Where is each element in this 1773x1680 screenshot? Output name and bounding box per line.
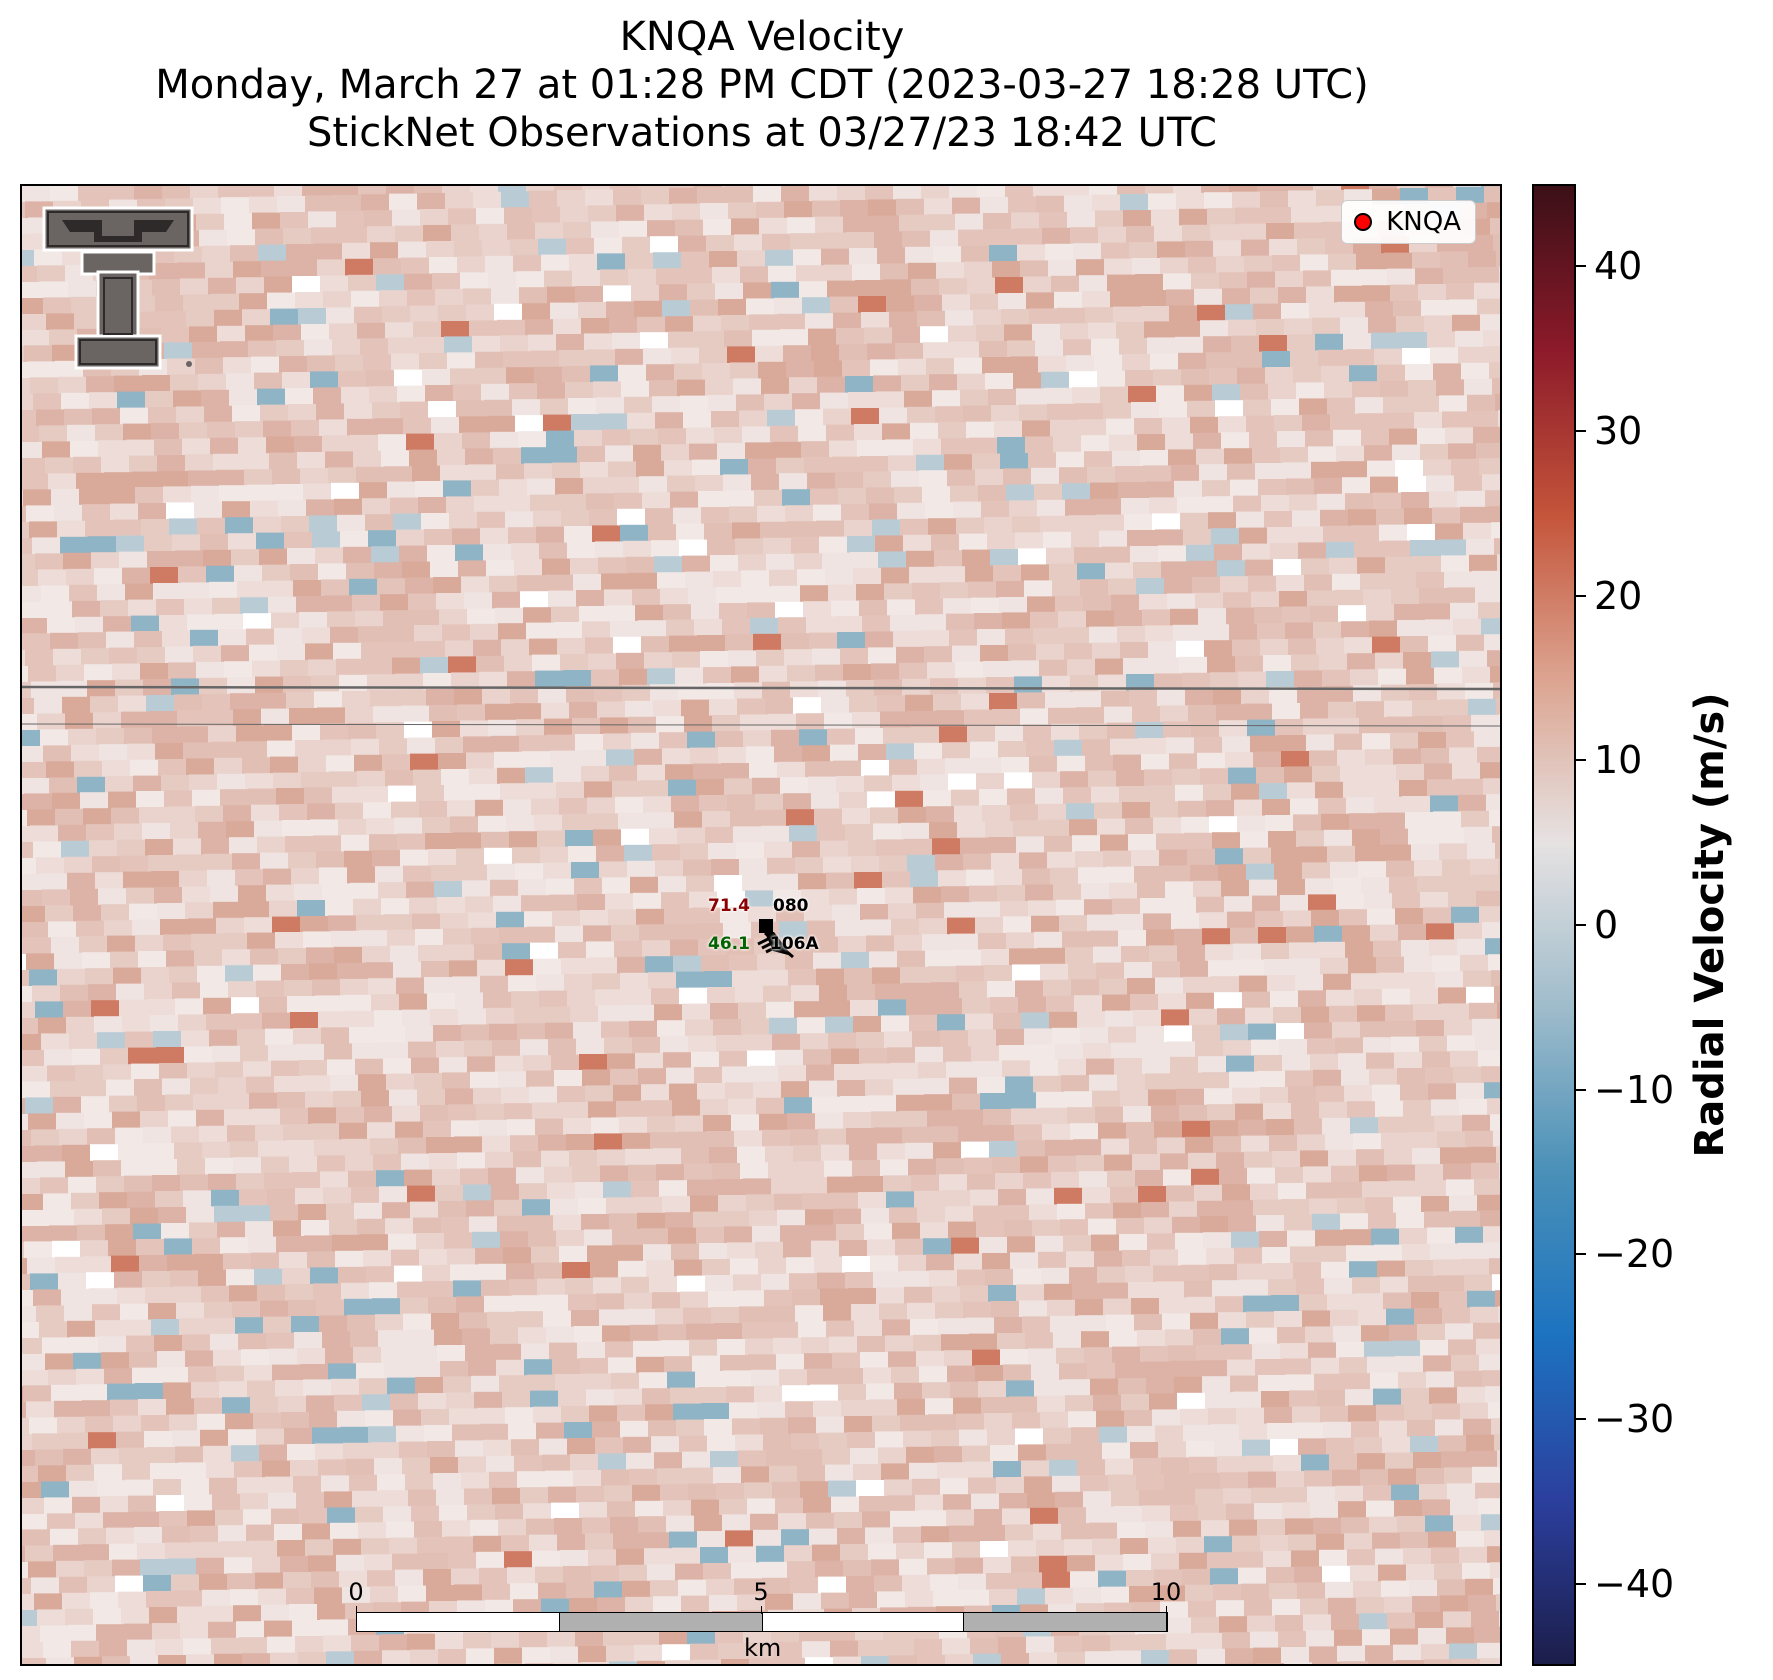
texas-tech-double-t-logo: [42, 206, 194, 370]
station-temperature: 71.4: [708, 896, 750, 916]
county-boundary-line: [22, 723, 1500, 727]
title-line-1: KNQA Velocity: [619, 14, 905, 60]
colorbar: [1532, 184, 1576, 1666]
colorbar-tick-mark: [1576, 1582, 1586, 1585]
title-line-3: StickNet Observations at 03/27/23 18:42 …: [307, 110, 1217, 156]
colorbar-tick-mark: [1576, 594, 1586, 597]
colorbar-tick-label: 10: [1594, 738, 1643, 783]
title-line-2: Monday, March 27 at 01:28 PM CDT (2023-0…: [155, 62, 1369, 108]
colorbar-tick-label: −30: [1594, 1397, 1675, 1441]
scale-tick-5: 5: [753, 1578, 769, 1606]
colorbar-tick-label: 40: [1594, 244, 1643, 289]
colorbar-label: Radial Velocity (m/s): [1687, 692, 1733, 1158]
colorbar-tick-label: 20: [1594, 573, 1643, 618]
stationnet-observation: [757, 919, 794, 959]
scale-tick-0: 0: [348, 1578, 364, 1606]
colorbar-tick-mark: [1576, 759, 1586, 762]
colorbar-tick-label: −20: [1594, 1232, 1675, 1277]
colorbar-tick-label: 0: [1594, 903, 1619, 947]
radar-velocity-field: [22, 186, 1500, 1664]
station-dewpoint: 46.1: [708, 934, 750, 954]
legend-label: KNQA: [1386, 207, 1461, 237]
wind-barb-icon: [764, 931, 794, 959]
legend: KNQA: [1341, 200, 1476, 244]
colorbar-tick-mark: [1576, 265, 1586, 268]
colorbar-tick-mark: [1576, 1418, 1586, 1420]
colorbar-tick-label: −40: [1594, 1561, 1675, 1606]
colorbar-tick-mark: [1576, 924, 1586, 926]
colorbar-tick-mark: [1576, 430, 1586, 432]
colorbar-tick-label: −10: [1594, 1067, 1675, 1112]
county-boundary-line: [22, 685, 1500, 691]
scale-tick-10: 10: [1150, 1578, 1182, 1606]
radar-site-marker-icon: [1354, 213, 1373, 231]
colorbar-tick-label: 30: [1594, 409, 1643, 453]
station-id: 080: [773, 896, 809, 916]
colorbar-tick-mark: [1576, 1253, 1586, 1256]
station-label: 106A: [770, 934, 819, 954]
scale-unit: km: [744, 1634, 782, 1662]
colorbar-tick-mark: [1576, 1088, 1586, 1091]
radar-map[interactable]: KNQA 71.4 080 46.1 106A 0 5 10 km: [20, 184, 1502, 1666]
